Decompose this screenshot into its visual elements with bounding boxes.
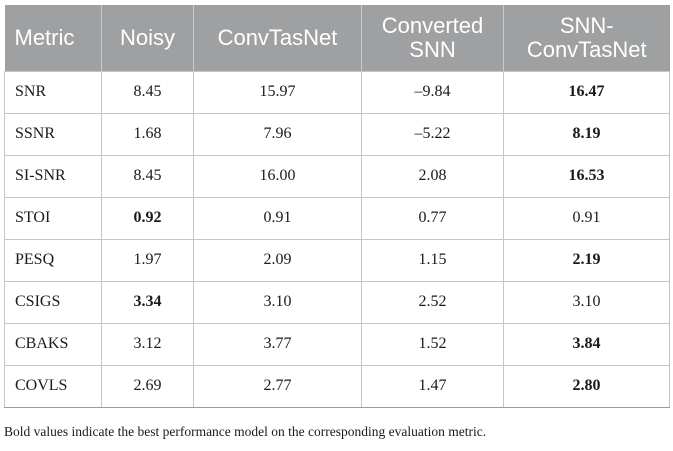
convtasnet-value-cell: 7.96 bbox=[193, 112, 362, 156]
convtasnet-value-cell: 2.09 bbox=[193, 238, 362, 282]
noisy-value-cell: 8.45 bbox=[101, 70, 194, 114]
metric-cell: CSIGS bbox=[4, 280, 102, 324]
converted-snn-value-cell: 1.15 bbox=[361, 238, 504, 282]
table-row: SNR 8.45 15.97 –9.84 16.47 bbox=[4, 70, 670, 114]
noisy-value-cell: 3.34 bbox=[101, 280, 194, 324]
table-body: SNR 8.45 15.97 –9.84 16.47 SSNR 1.68 7.96 –5.22 8… bbox=[4, 70, 670, 408]
results-table: Metric Noisy ConvTasNet Converted SNN SNN- Con… bbox=[4, 5, 670, 408]
table-row: CSIGS 3.34 3.10 2.52 3.10 bbox=[4, 280, 670, 324]
table-row: SSNR 1.68 7.96 –5.22 8.19 bbox=[4, 112, 670, 156]
noisy-value-cell: 1.97 bbox=[101, 238, 194, 282]
noisy-value-cell: 1.68 bbox=[101, 112, 194, 156]
header-label-line: Noisy bbox=[119, 24, 175, 50]
metric-cell: STOI bbox=[4, 196, 102, 240]
convtasnet-value-cell: 3.10 bbox=[193, 280, 362, 324]
noisy-value-cell: 0.92 bbox=[101, 196, 194, 240]
snn-convtasnet-value-cell: 2.19 bbox=[503, 238, 670, 282]
table-row: STOI 0.92 0.91 0.77 0.91 bbox=[4, 196, 670, 240]
snn-convtasnet-value-cell: 2.80 bbox=[503, 364, 670, 408]
converted-snn-value-cell: 2.52 bbox=[361, 280, 504, 324]
noisy-value-cell: 2.69 bbox=[101, 364, 194, 408]
header-label-line: Converted bbox=[381, 12, 484, 38]
header-converted-snn: Converted SNN bbox=[361, 5, 504, 71]
table-row: COVLS 2.69 2.77 1.47 2.80 bbox=[4, 364, 670, 408]
noisy-value-cell: 3.12 bbox=[101, 322, 194, 366]
header-noisy: Noisy bbox=[101, 5, 194, 71]
table-footnote: Bold values indicate the best performanc… bbox=[4, 424, 487, 439]
snn-convtasnet-value-cell: 16.47 bbox=[503, 70, 670, 114]
snn-convtasnet-value-cell: 0.91 bbox=[503, 196, 670, 240]
converted-snn-value-cell: –5.22 bbox=[361, 112, 504, 156]
header-label-line: SNN- bbox=[559, 12, 614, 38]
converted-snn-value-cell: 1.47 bbox=[361, 364, 504, 408]
converted-snn-value-cell: –9.84 bbox=[361, 70, 504, 114]
metric-cell: CBAKS bbox=[4, 322, 102, 366]
snn-convtasnet-value-cell: 8.19 bbox=[503, 112, 670, 156]
snn-convtasnet-value-cell: 3.84 bbox=[503, 322, 670, 366]
metric-cell: COVLS bbox=[4, 364, 102, 408]
snn-convtasnet-value-cell: 16.53 bbox=[503, 154, 670, 198]
header-convtasnet: ConvTasNet bbox=[193, 5, 362, 71]
metric-cell: SI-SNR bbox=[4, 154, 102, 198]
results-table-container: Metric Noisy ConvTasNet Converted SNN SNN- Con… bbox=[4, 5, 670, 408]
converted-snn-value-cell: 1.52 bbox=[361, 322, 504, 366]
table-row: SI-SNR 8.45 16.00 2.08 16.53 bbox=[4, 154, 670, 198]
metric-cell: SNR bbox=[4, 70, 102, 114]
table-header: Metric Noisy ConvTasNet Converted SNN SNN- Con… bbox=[4, 5, 670, 71]
table-row: CBAKS 3.12 3.77 1.52 3.84 bbox=[4, 322, 670, 366]
header-label-line: ConvTasNet bbox=[217, 24, 338, 50]
header-label-line: ConvTasNet bbox=[526, 36, 647, 62]
header-row: Metric Noisy ConvTasNet Converted SNN SNN- Con… bbox=[4, 5, 670, 71]
header-snn-convtasnet: SNN- ConvTasNet bbox=[503, 5, 670, 71]
metric-cell: SSNR bbox=[4, 112, 102, 156]
convtasnet-value-cell: 2.77 bbox=[193, 364, 362, 408]
table-row: PESQ 1.97 2.09 1.15 2.19 bbox=[4, 238, 670, 282]
noisy-value-cell: 8.45 bbox=[101, 154, 194, 198]
convtasnet-value-cell: 16.00 bbox=[193, 154, 362, 198]
header-metric: Metric bbox=[4, 5, 102, 71]
metric-cell: PESQ bbox=[4, 238, 102, 282]
converted-snn-value-cell: 0.77 bbox=[361, 196, 504, 240]
converted-snn-value-cell: 2.08 bbox=[361, 154, 504, 198]
header-label-line: SNN bbox=[409, 36, 456, 62]
snn-convtasnet-value-cell: 3.10 bbox=[503, 280, 670, 324]
header-label-line: Metric bbox=[14, 24, 75, 50]
convtasnet-value-cell: 15.97 bbox=[193, 70, 362, 114]
convtasnet-value-cell: 0.91 bbox=[193, 196, 362, 240]
convtasnet-value-cell: 3.77 bbox=[193, 322, 362, 366]
